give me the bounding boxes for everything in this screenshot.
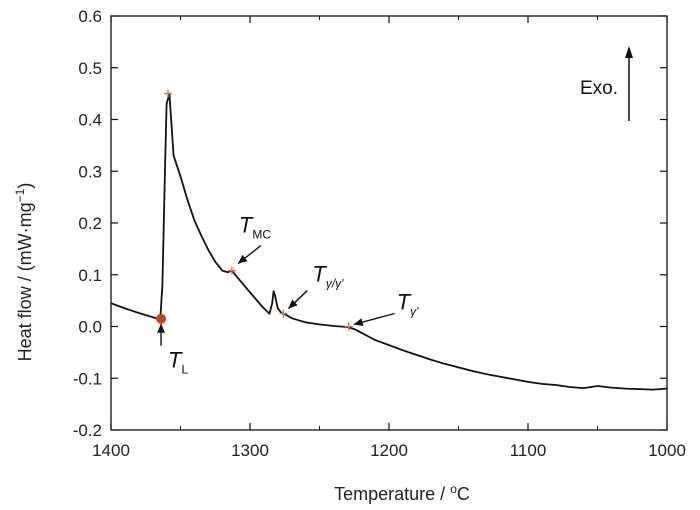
tick-layer: 1400 1300 1200 1100 1000 -0.2 -0.1 0.0 0.1 0.2 0.3… <box>73 7 686 460</box>
y-tick-label: 0.0 <box>78 318 102 337</box>
annotation-arrowhead <box>288 299 298 309</box>
annotation-label: Tγ/γ' <box>312 262 344 291</box>
x-tick-label: 1300 <box>231 441 269 460</box>
exo-indicator: Exo. <box>580 46 633 121</box>
annotation-arrowhead <box>353 318 364 327</box>
annotation-label: TL <box>168 348 188 377</box>
x-tick-label: 1100 <box>510 441 547 460</box>
y-tick-label: 0.4 <box>78 111 102 130</box>
tl-marker <box>156 313 167 324</box>
x-tick-label: 1000 <box>648 441 686 460</box>
y-tick-label: -0.1 <box>73 369 102 388</box>
x-tick-label: 1200 <box>370 441 408 460</box>
y-tick-label: 0.6 <box>78 7 102 26</box>
annotation-label: Tγ' <box>397 290 419 319</box>
y-tick-label: -0.2 <box>73 421 102 440</box>
transition-marker <box>344 322 353 331</box>
exo-label: Exo. <box>580 78 618 99</box>
heat-flow-line <box>110 92 668 391</box>
annotation-arrowhead <box>237 254 248 264</box>
annotation-l: TL <box>157 323 188 377</box>
transition-marker <box>163 89 172 98</box>
annotation-: Tγ' <box>353 290 419 327</box>
y-tick-label: 0.2 <box>78 214 102 233</box>
transition-marker <box>227 266 236 275</box>
exo-arrow-head <box>625 46 633 58</box>
y-tick-label: 0.1 <box>78 266 102 285</box>
annotation-layer: TL TMC Tγ/γ' Tγ' <box>157 213 419 377</box>
transition-marker <box>279 309 288 318</box>
x-axis-title: Temperature / oC <box>334 482 470 504</box>
y-axis-title: Heat flow / (mW·mg−1) <box>13 183 35 362</box>
annotation-: Tγ/γ' <box>287 262 344 310</box>
annotation-label: TMC <box>239 213 271 242</box>
x-tick-label: 1400 <box>92 441 130 460</box>
annotation-mc: TMC <box>237 213 271 265</box>
y-tick-label: 0.3 <box>78 162 102 181</box>
y-tick-label: 0.5 <box>78 59 102 78</box>
annotation-arrowhead <box>157 323 166 333</box>
